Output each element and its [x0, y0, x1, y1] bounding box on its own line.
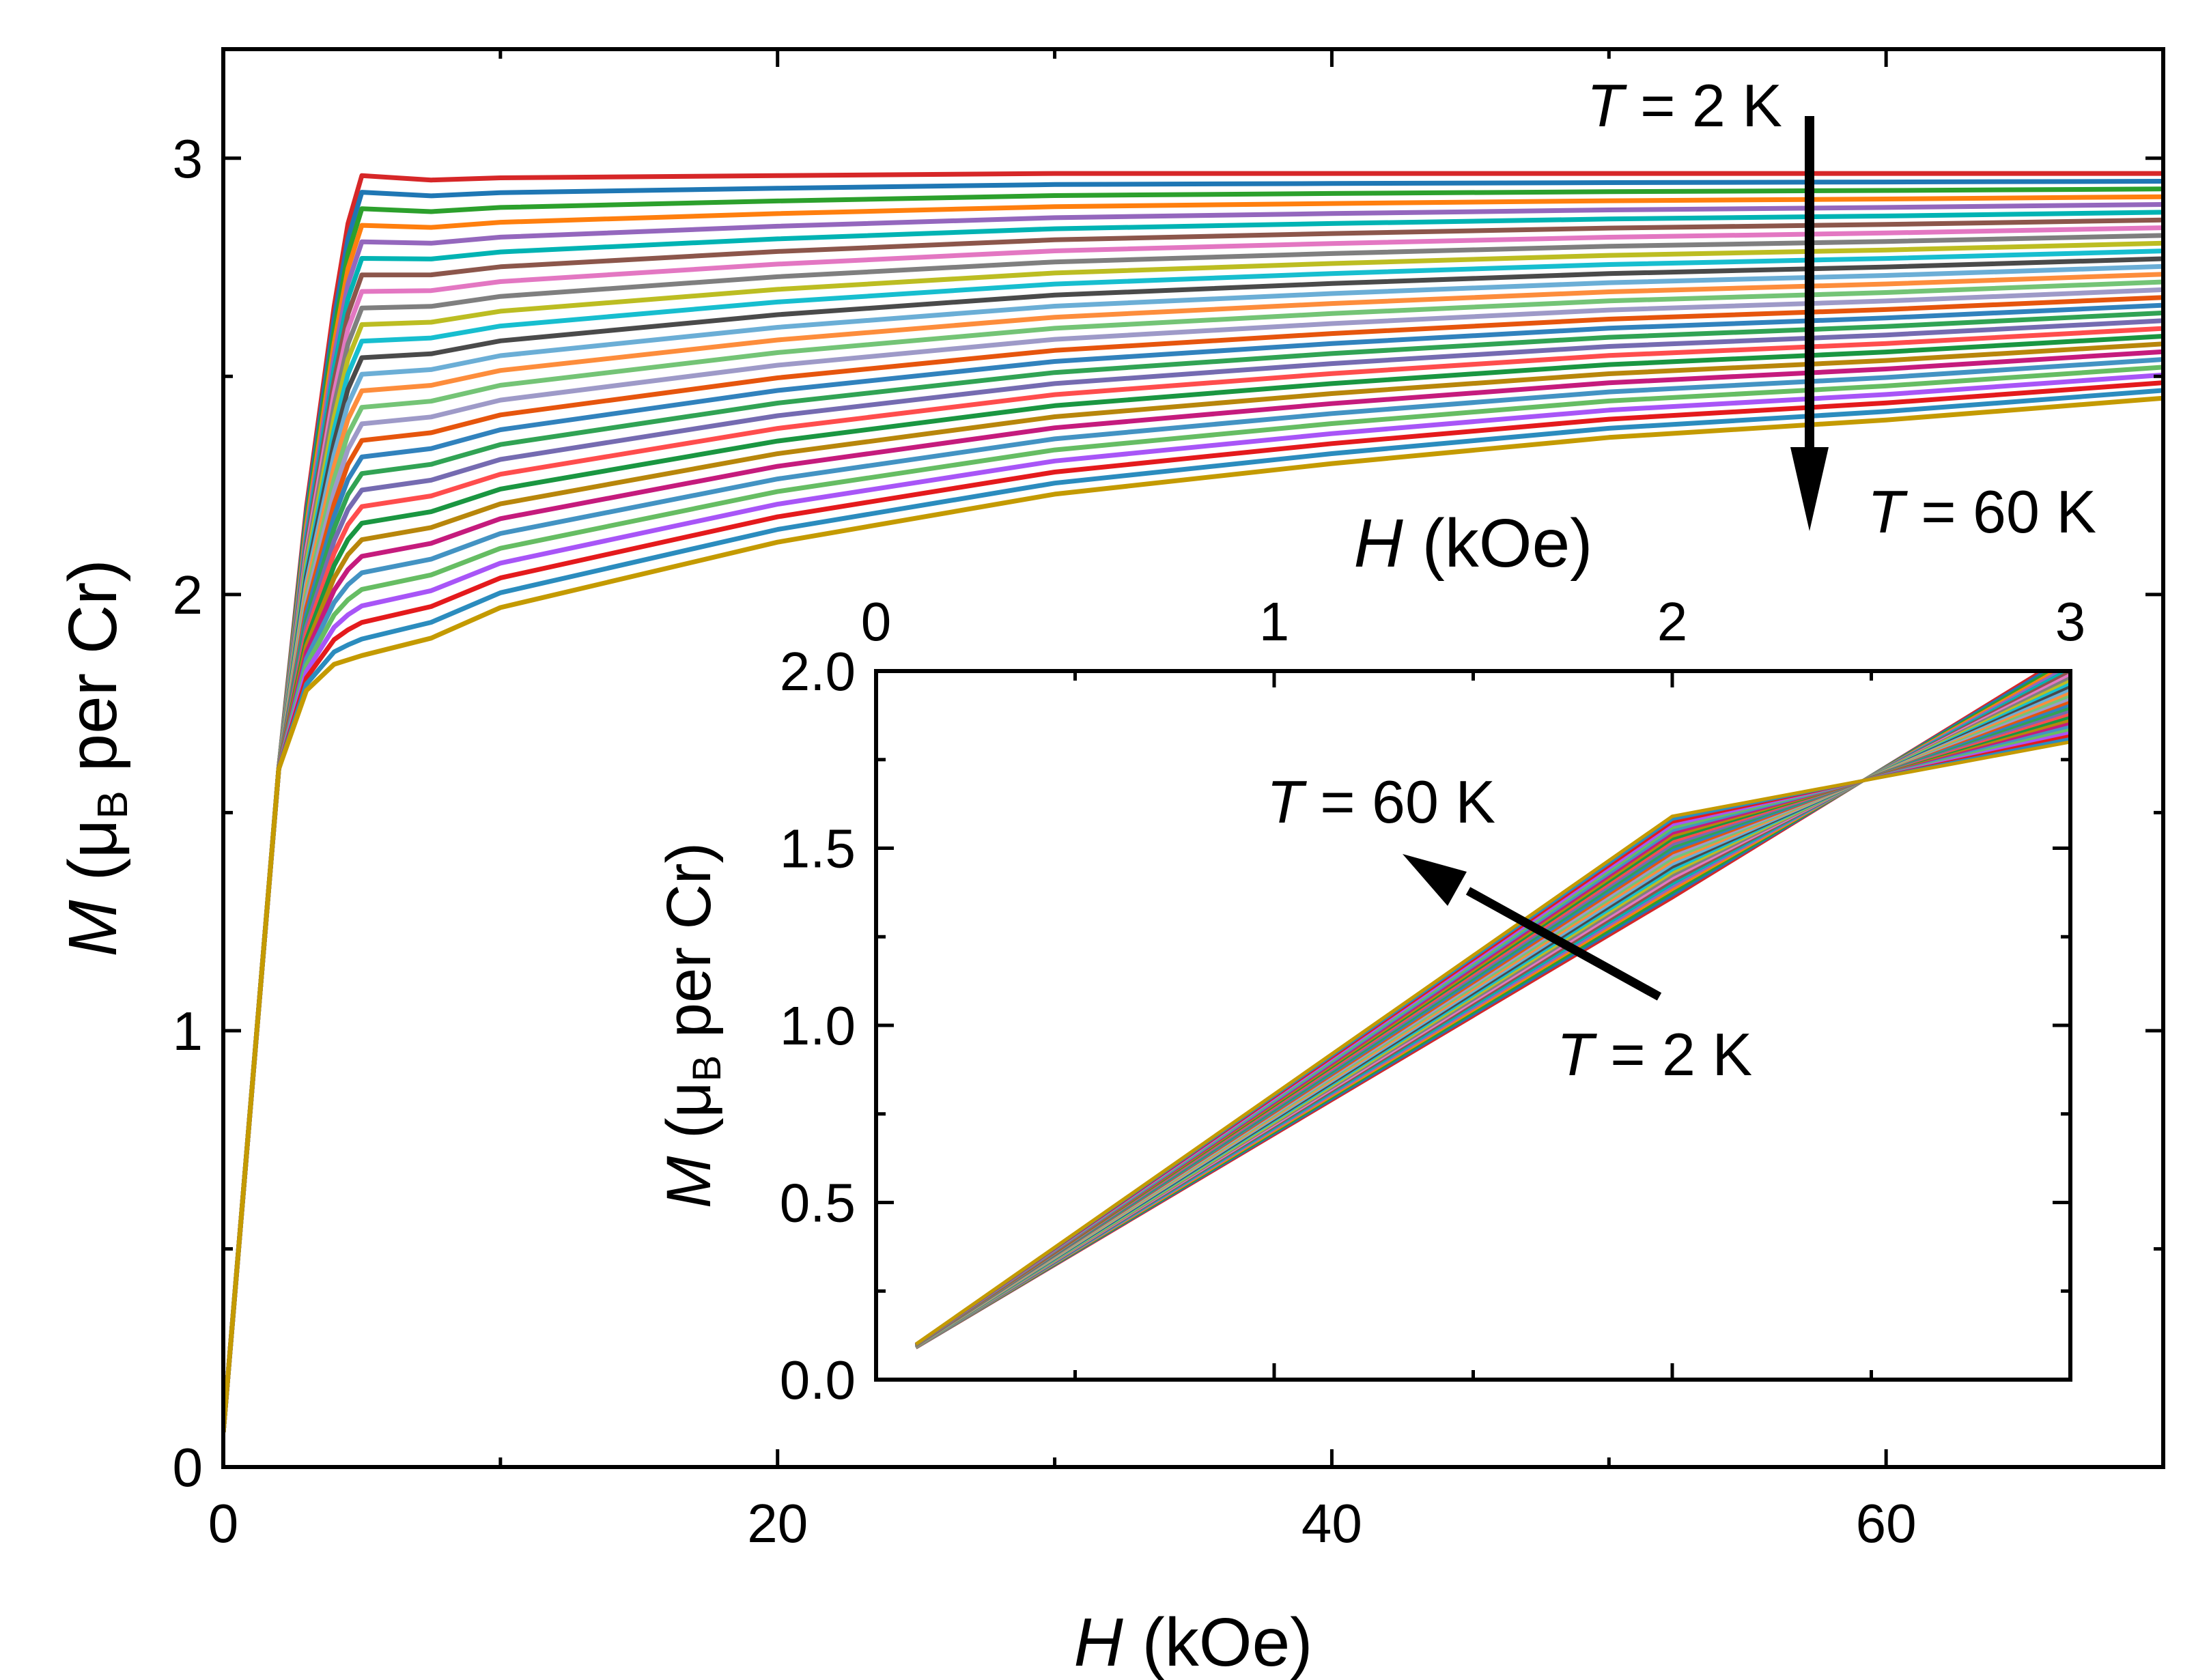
main-annotation-2k-var: T [1587, 72, 1627, 139]
main-plot-frame [221, 47, 2165, 1469]
main-series-line [223, 334, 2163, 1433]
main-x-tick-label: 0 [208, 1493, 239, 1554]
inset-background [876, 671, 2070, 1380]
inset-series-line [914, 740, 2070, 1346]
inset-x-tick-label: 2 [1657, 591, 1688, 652]
main-series-line [223, 388, 2163, 1433]
inset-annotation-2k-text: = 2 K [1594, 1021, 1752, 1088]
inset-y-axis-post: per Cr) [654, 842, 724, 1055]
inset-y-tick-label: 1.0 [780, 995, 856, 1056]
main-x-tick-label: 40 [1301, 1493, 1362, 1554]
inset-x-tick-label: 1 [1259, 591, 1290, 652]
inset-y-axis-sub: B [685, 1055, 729, 1082]
main-series-line [223, 349, 2163, 1433]
inset-arrow-head [1403, 854, 1467, 906]
inset-plot: 0 1 2 3 0.0 0.5 1.0 1.5 2.0 H (kOe) M (μB per Cr… [654, 505, 2085, 1410]
inset-ticks: 0 1 2 3 0.0 0.5 1.0 1.5 2.0 [780, 591, 2085, 1410]
main-x-axis-label: H (kOe) [1073, 1604, 1312, 1680]
inset-x-tick-label: 0 [861, 591, 892, 652]
inset-y-axis-label: M (μB per Cr) [654, 842, 729, 1208]
inset-annotation-60k-text: = 60 K [1304, 768, 1495, 836]
main-y-axis-var: M [55, 900, 131, 957]
main-series-line [223, 365, 2163, 1433]
main-annotation-2k-text: = 2 K [1624, 72, 1782, 139]
main-annotation-60k: T = 60 K [1868, 478, 2096, 545]
inset-y-tick-label: 0.0 [780, 1350, 856, 1410]
inset-x-axis-label: H (kOe) [1353, 505, 1592, 582]
main-y-axis-sub: B [89, 791, 137, 818]
main-annotation-60k-var: T [1868, 478, 1908, 545]
inset-annotation-60k-var: T [1267, 768, 1307, 836]
main-y-axis-post: per Cr) [55, 559, 131, 791]
main-annotation-2k: T = 2 K [1587, 72, 1782, 139]
inset-annotation-2k-var: T [1557, 1021, 1597, 1088]
main-y-axis-label: M (μB per Cr) [55, 559, 137, 956]
main-y-axis-pre: (μ [55, 819, 131, 900]
main-y-tick-label: 3 [173, 128, 203, 189]
main-x-axis-unit: (kOe) [1123, 1604, 1313, 1680]
main-series-line [223, 372, 2163, 1433]
main-x-tick-label: 60 [1856, 1493, 1917, 1554]
main-series-line [223, 341, 2163, 1433]
main-x-tick-label: 20 [747, 1493, 808, 1554]
inset-y-tick-label: 2.0 [780, 641, 856, 702]
inset-x-tick-label: 3 [2055, 591, 2086, 652]
main-series-line [223, 380, 2163, 1433]
inset-x-axis-unit: (kOe) [1403, 505, 1593, 582]
inset-y-axis-var: M [654, 1156, 724, 1208]
main-x-axis-var: H [1073, 1604, 1123, 1680]
inset-series-group [914, 671, 2070, 1350]
inset-arrow [1465, 887, 1662, 1001]
main-y-tick-label: 0 [173, 1437, 203, 1498]
main-series-group [223, 171, 2163, 1433]
inset-annotation-2k: T = 2 K [1557, 1021, 1752, 1088]
main-series-line [223, 395, 2163, 1433]
inset-y-axis-pre: (μ [654, 1081, 724, 1156]
inset-x-axis-var: H [1353, 505, 1403, 582]
inset-annotation-60k: T = 60 K [1267, 768, 1495, 836]
main-arrow-head [1790, 447, 1829, 531]
inset-y-tick-label: 0.5 [780, 1173, 856, 1234]
main-y-tick-label: 2 [173, 565, 203, 625]
inset-y-tick-label: 1.5 [780, 818, 856, 879]
main-annotation-60k-text: = 60 K [1904, 478, 2096, 545]
main-series-line [223, 357, 2163, 1433]
main-y-tick-label: 1 [173, 1001, 203, 1062]
main-series-line [223, 326, 2163, 1433]
